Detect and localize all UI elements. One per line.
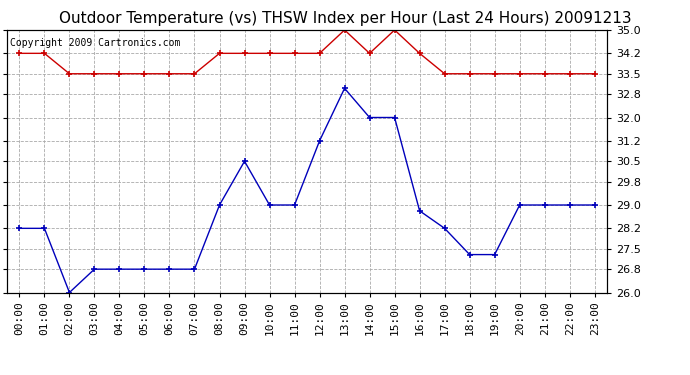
Text: Outdoor Temperature (vs) THSW Index per Hour (Last 24 Hours) 20091213: Outdoor Temperature (vs) THSW Index per … [59,11,631,26]
Text: Copyright 2009 Cartronics.com: Copyright 2009 Cartronics.com [10,38,180,48]
